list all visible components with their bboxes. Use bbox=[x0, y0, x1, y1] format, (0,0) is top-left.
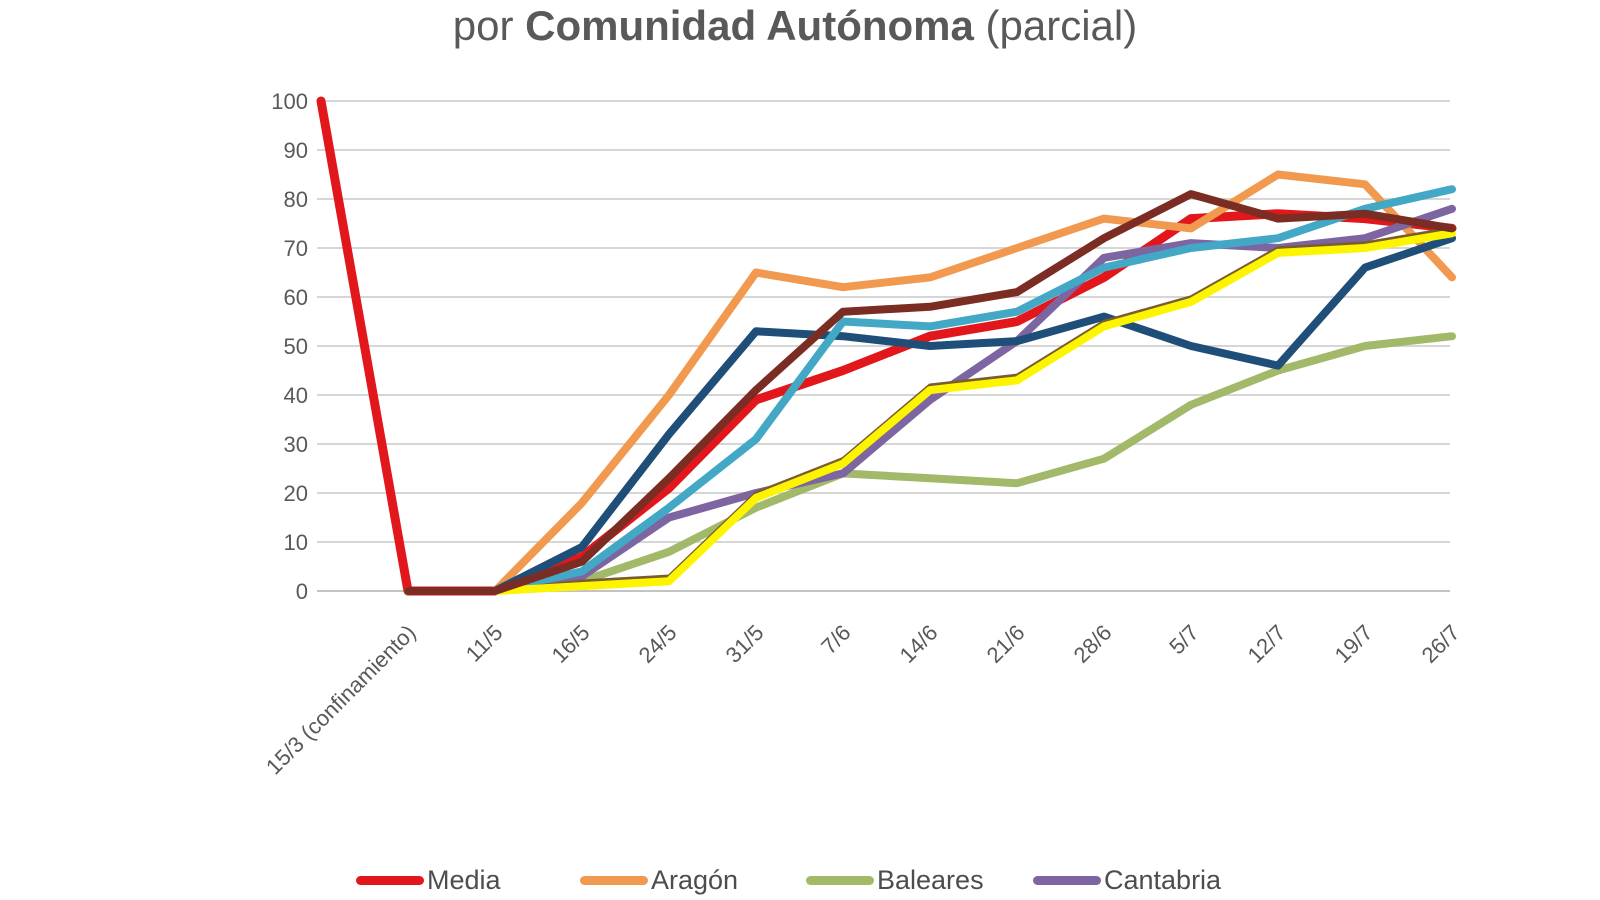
legend-label: Aragón bbox=[651, 864, 739, 895]
x-tick-label-7-6: 7/6 bbox=[816, 620, 855, 659]
x-tick-label-12-7: 12/7 bbox=[1243, 620, 1291, 668]
x-tick-label-28-6: 28/6 bbox=[1069, 620, 1117, 668]
series-line-serie-turquesa bbox=[404, 185, 1456, 595]
chart-title: por Comunidad Autónoma (parcial) bbox=[0, 2, 1590, 50]
legend-item-media: Media bbox=[356, 862, 501, 898]
gridlines bbox=[317, 100, 1450, 592]
chart-title-suffix: (parcial) bbox=[973, 2, 1138, 49]
x-tick-label-21-6: 21/6 bbox=[982, 620, 1030, 668]
series-line-aragon bbox=[404, 170, 1456, 595]
x-tick-label-19-7: 19/7 bbox=[1330, 620, 1378, 668]
series-line-serie-granate bbox=[404, 190, 1456, 595]
x-axis-labels: 15/3 (confinamiento) 11/5 16/5 24/5 31/5 7/6 1… bbox=[261, 620, 1464, 779]
y-tick-label-0: 0 bbox=[296, 579, 308, 604]
legend-item-arag-n: Aragón bbox=[580, 862, 738, 898]
x-tick-label-16-5: 16/5 bbox=[547, 620, 595, 668]
chart-legend: Media Aragón Baleares Cantabria bbox=[0, 862, 1600, 898]
y-tick-label-100: 100 bbox=[271, 89, 308, 114]
y-tick-label-90: 90 bbox=[284, 138, 308, 163]
legend-item-cantabria: Cantabria bbox=[1033, 862, 1221, 898]
x-tick-label-24-5: 24/5 bbox=[634, 620, 682, 668]
series-line-cantabria bbox=[404, 204, 1456, 595]
series-line-serie-azul-oscuro bbox=[404, 234, 1456, 595]
legend-label: Cantabria bbox=[1104, 864, 1222, 895]
y-axis-labels: 0 10 20 30 40 50 60 70 80 90 100 bbox=[271, 89, 308, 604]
y-tick-label-50: 50 bbox=[284, 334, 308, 359]
x-tick-label-5-7: 5/7 bbox=[1164, 620, 1203, 659]
series-lines bbox=[316, 96, 1457, 596]
chart-title-bold: Comunidad Autónoma bbox=[525, 2, 974, 49]
x-tick-label-14-6: 14/6 bbox=[895, 620, 943, 668]
series-line-serie-amarillo bbox=[404, 229, 1456, 595]
legend-label: Baleares bbox=[877, 864, 984, 895]
y-tick-label-80: 80 bbox=[284, 187, 308, 212]
legend-swatch-icon bbox=[1033, 875, 1101, 885]
legend-swatch-icon bbox=[580, 875, 648, 885]
y-tick-label-20: 20 bbox=[284, 481, 308, 506]
x-tick-label-11-5: 11/5 bbox=[461, 620, 508, 667]
chart-title-prefix: por bbox=[452, 2, 526, 49]
x-tick-label-26-7: 26/7 bbox=[1417, 620, 1465, 668]
y-tick-label-30: 30 bbox=[284, 432, 308, 457]
series-line-serie-marron-fino bbox=[406, 226, 1454, 593]
x-tick-label-31-5: 31/5 bbox=[721, 620, 769, 668]
y-tick-label-70: 70 bbox=[284, 236, 308, 261]
legend-swatch-icon bbox=[356, 875, 424, 885]
x-tick-label-15-3-confinamiento-: 15/3 (confinamiento) bbox=[261, 620, 420, 779]
legend-item-baleares: Baleares bbox=[806, 862, 984, 898]
legend-label: Media bbox=[427, 864, 501, 895]
y-tick-label-10: 10 bbox=[284, 530, 308, 555]
y-tick-label-40: 40 bbox=[284, 383, 308, 408]
legend-swatch-icon bbox=[806, 875, 874, 885]
y-tick-label-60: 60 bbox=[284, 285, 308, 310]
